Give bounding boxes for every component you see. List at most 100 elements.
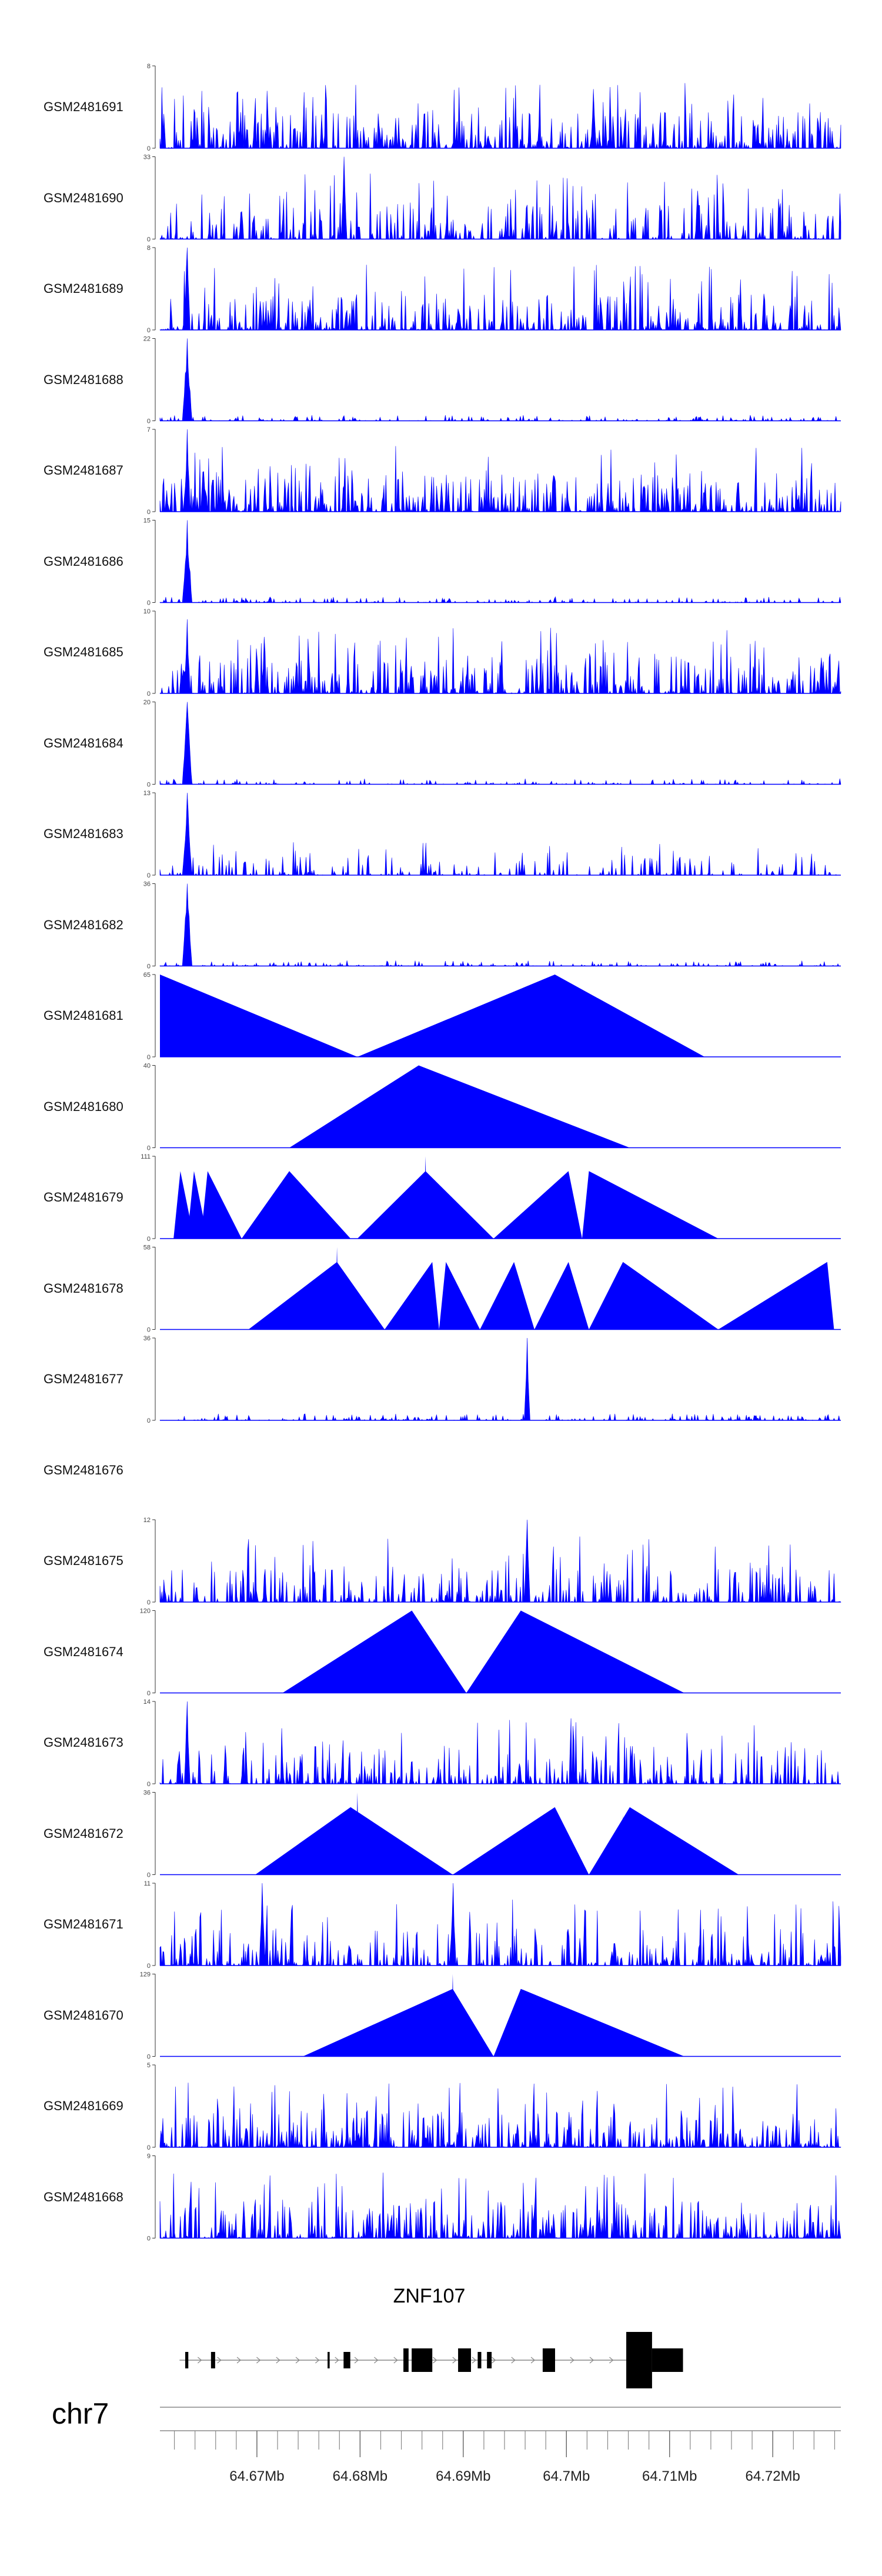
strand-arrow: [354, 2357, 359, 2364]
coverage-area: [159, 83, 841, 149]
coverage-area: [159, 883, 841, 967]
y-axis-max-label: 8: [147, 245, 151, 252]
y-axis-max-label: 58: [143, 1244, 151, 1252]
y-axis-max-label: 65: [143, 972, 151, 979]
gene-exon: [211, 2352, 215, 2368]
axis-tick-label: 64.67Mb: [229, 2468, 284, 2484]
genome-axis: 64.67Mb 64.68Mb 64.69Mb 64.7Mb 64.71Mb 64.72M…: [160, 2407, 841, 2484]
track-GSM2481683: 13 0: [143, 790, 841, 879]
coverage-area: [159, 429, 841, 513]
y-axis-max-label: 33: [143, 154, 151, 161]
coverage-spike: [355, 1792, 359, 1875]
track-GSM2481690: 33 0: [143, 154, 841, 243]
coverage-triangle: [452, 1807, 589, 1875]
strand-arrow: [492, 2357, 496, 2364]
gene-exon: [652, 2348, 683, 2372]
track-label: GSM2481689: [44, 281, 123, 296]
y-axis-max-label: 13: [143, 790, 151, 797]
coverage-triangle: [303, 1988, 494, 2057]
y-axis-max-label: 14: [143, 1699, 151, 1706]
y-axis-min-label: 0: [147, 600, 151, 607]
track-GSM2481680: 40 0: [143, 1063, 841, 1152]
track-label: GSM2481671: [44, 1917, 123, 1931]
coverage-triangle: [357, 975, 705, 1057]
coverage-spike: [423, 1156, 427, 1239]
track-GSM2481674: 120 0: [140, 1608, 841, 1697]
y-axis-max-label: 15: [143, 518, 151, 525]
track-GSM2481672: 36 0: [143, 1790, 841, 1879]
y-axis-min-label: 0: [147, 690, 151, 698]
strand-arrow: [433, 2357, 437, 2364]
y-axis-min-label: 0: [147, 1599, 151, 1606]
track-label: GSM2481675: [44, 1553, 123, 1568]
y-axis-max-label: 36: [143, 1790, 151, 1797]
coverage-area: [159, 2083, 841, 2148]
coverage-spike: [621, 1815, 625, 1875]
y-axis-max-label: 5: [147, 2062, 151, 2069]
track-label: GSM2481684: [44, 735, 123, 750]
track-GSM2481669: 50: [147, 2062, 841, 2151]
strand-arrow: [198, 2357, 202, 2364]
coverage-triangle: [289, 1065, 630, 1148]
coverage-triangle: [718, 1262, 834, 1330]
track-label: GSM2481677: [44, 1372, 123, 1386]
coverage-triangle: [385, 1262, 439, 1330]
track-label: GSM2481686: [44, 553, 123, 569]
track-label: GSM2481674: [44, 1644, 123, 1659]
strand-arrow: [295, 2357, 300, 2364]
track-label: GSM2481683: [44, 826, 123, 841]
gene-exon: [487, 2352, 492, 2368]
strand-arrow: [393, 2357, 398, 2364]
track-GSM2481688: 22 0: [143, 336, 841, 425]
track-label: GSM2481688: [44, 372, 123, 387]
y-axis-max-label: 20: [143, 699, 151, 706]
y-axis-max-label: 10: [143, 608, 151, 615]
y-axis-max-label: 36: [143, 881, 151, 888]
coverage-triangle: [255, 1807, 453, 1875]
track-GSM2481677: 36 0: [143, 1335, 841, 1424]
coverage-area: [159, 1883, 841, 1967]
y-axis-min-label: 0: [147, 782, 151, 789]
strand-arrow: [511, 2357, 516, 2364]
strand-arrow: [609, 2357, 614, 2364]
track-label: GSM2481687: [44, 463, 123, 478]
coverage-triangle: [173, 1171, 194, 1239]
strand-arrow: [589, 2357, 594, 2364]
track-GSM2481668: 90: [147, 2153, 841, 2243]
strand-arrow: [217, 2357, 222, 2364]
coverage-area: [159, 156, 841, 240]
strand-arrow: [374, 2357, 379, 2364]
y-axis-min-label: 0: [147, 2054, 151, 2061]
y-axis-min-label: 0: [147, 1872, 151, 1879]
track-GSM2481686: 15 0: [143, 518, 841, 607]
strand-arrow: [335, 2357, 339, 2364]
coverage-area: [159, 1337, 841, 1422]
y-axis-min-label: 0: [147, 1963, 151, 1970]
track-label: GSM2481690: [44, 190, 123, 205]
coverage-area: [159, 1701, 841, 1785]
y-axis-max-label: 7: [147, 426, 151, 433]
gene-exon: [626, 2332, 652, 2388]
coverage-area: [159, 338, 841, 422]
track-GSM2481679: 111 0: [141, 1153, 841, 1243]
gene-model: [179, 2332, 683, 2388]
y-axis-min-label: 0: [147, 1054, 151, 1061]
coverage-triangle: [201, 1171, 242, 1239]
strand-arrow: [276, 2357, 280, 2364]
track-GSM2481678: 58 0: [143, 1244, 841, 1334]
coverage-area: [159, 520, 841, 603]
gene-exon: [328, 2352, 330, 2368]
coverage-area: [159, 1519, 842, 1603]
y-axis-min-label: 0: [147, 963, 151, 970]
strand-arrow: [530, 2357, 536, 2364]
y-axis-max-label: 11: [144, 1880, 151, 1887]
y-axis-min-label: 0: [147, 1781, 151, 1788]
track-label: GSM2481668: [44, 2189, 123, 2204]
y-axis-max-label: 9: [147, 2153, 151, 2160]
track-label: GSM2481670: [44, 2007, 123, 2023]
coverage-spike: [335, 1247, 339, 1330]
track-label: GSM2481685: [44, 645, 123, 659]
y-axis-max-label: 36: [143, 1335, 151, 1342]
track-label: GSM2481673: [44, 1735, 123, 1750]
coverage-area: [159, 792, 841, 876]
